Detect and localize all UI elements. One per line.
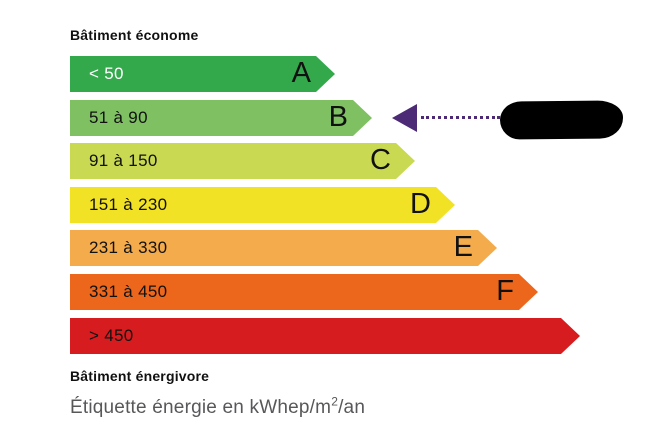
energy-bar-b: 51 à 90 B [70,100,372,136]
energy-range-label: 331 à 450 [89,282,168,301]
energy-range-label: < 50 [89,64,124,83]
energy-bar-d: 151 à 230 D [70,187,455,223]
energy-intensive-building-label: Bâtiment énergivore [70,368,210,384]
grade-pointer-arrow-icon [392,104,417,132]
energy-bar-f: 331 à 450 F [70,274,538,310]
energy-range-label: 151 à 230 [89,195,168,214]
energy-range-label: > 450 [89,326,134,345]
energy-bar-e: 231 à 330 E [70,230,497,266]
energy-range-label: 51 à 90 [89,108,148,127]
energy-range-label: 91 à 150 [89,151,158,170]
energy-bar-a: < 50 A [70,56,335,92]
chart-caption: Étiquette énergie en kWhep/m2/an [70,394,366,419]
energy-range-label: 231 à 330 [89,238,168,257]
energy-grade-letter: D [410,188,431,220]
energy-grade-letter: A [291,57,311,89]
redacted-value-blob [499,100,624,140]
energy-bar-g: > 450 [70,318,580,354]
caption-prefix: Étiquette énergie en kWhep/m [70,397,332,418]
energy-grade-letter: C [370,144,391,176]
energy-bar-c: 91 à 150 C [70,143,415,179]
energy-grade-letter: E [453,231,473,263]
caption-superscript: 2 [331,394,339,409]
energy-grade-letter: F [496,275,514,307]
economical-building-label: Bâtiment économe [70,27,199,43]
dotted-leader-line [421,116,500,119]
caption-suffix: /an [338,397,366,418]
energy-grade-letter: B [328,101,348,133]
